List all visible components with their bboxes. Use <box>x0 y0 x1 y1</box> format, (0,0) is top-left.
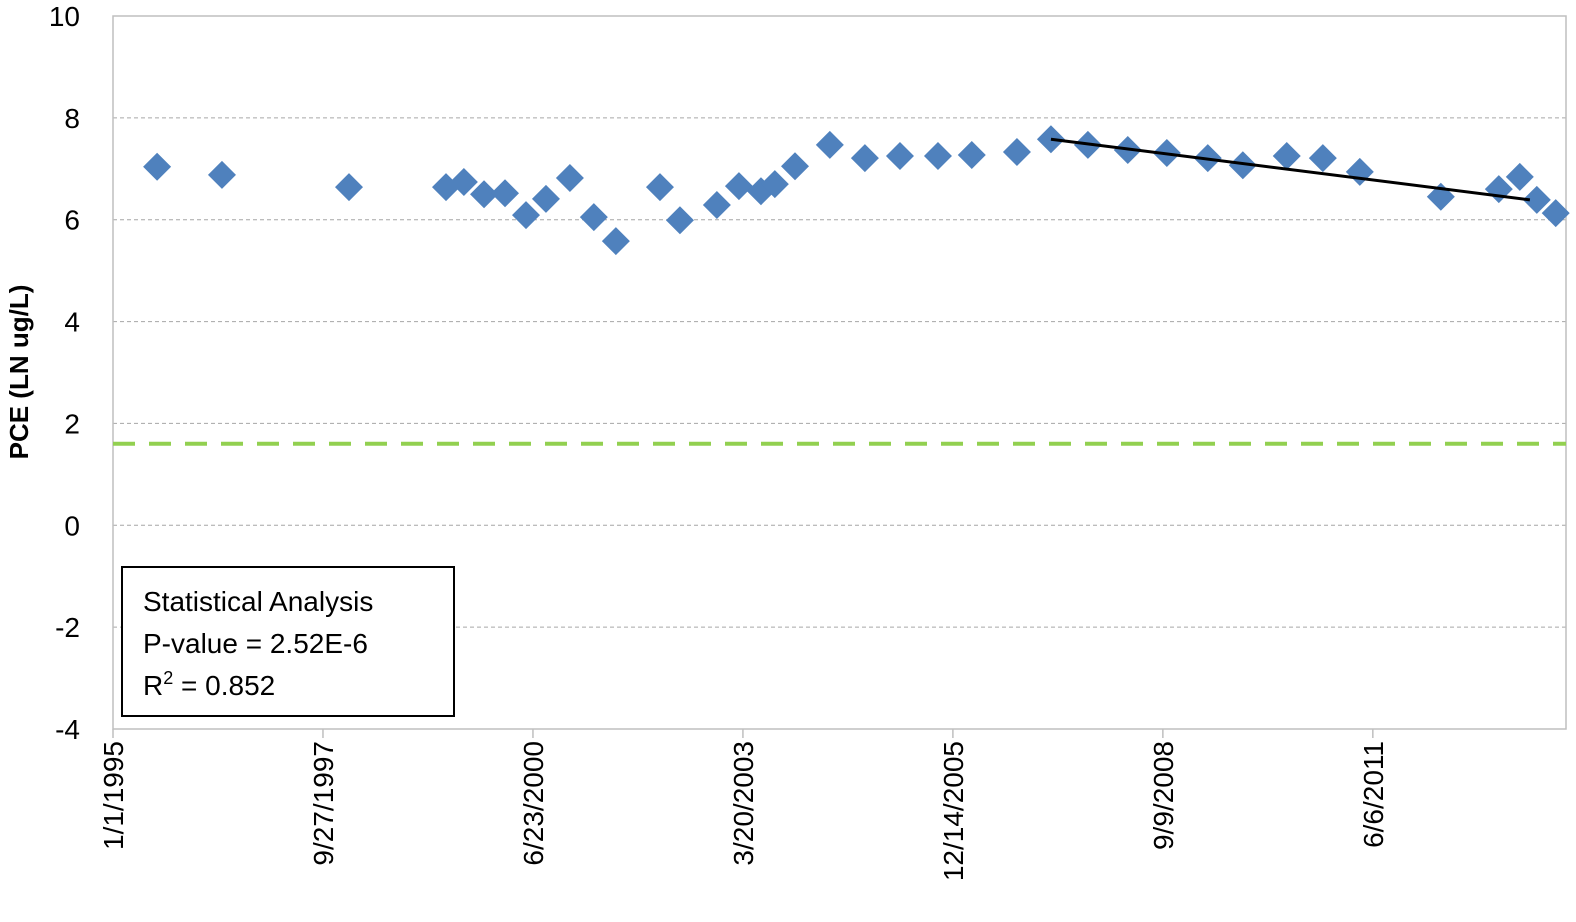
data-point <box>780 152 809 181</box>
y-tick-label: -2 <box>55 612 80 643</box>
data-point <box>601 227 630 256</box>
r2-sup: 2 <box>163 668 173 688</box>
annotation-box <box>121 566 455 717</box>
data-point <box>491 179 520 208</box>
x-tick-label: 9/27/1997 <box>308 741 339 866</box>
data-point <box>850 144 879 173</box>
data-point <box>531 184 560 213</box>
y-tick-label: 2 <box>64 408 80 439</box>
y-tick-label: 8 <box>64 103 80 134</box>
data-point <box>1002 137 1031 166</box>
trend-line <box>1050 137 1531 202</box>
x-tick-label: 6/6/2011 <box>1358 741 1389 848</box>
r2-prefix: R <box>143 670 163 701</box>
data-point <box>1541 199 1570 228</box>
data-point <box>449 168 478 197</box>
data-point <box>1505 162 1534 191</box>
plot-frame <box>112 15 1567 730</box>
data-point <box>1345 157 1374 186</box>
y-tick-label: 0 <box>64 510 80 541</box>
y-tick-label: 4 <box>64 307 80 338</box>
data-point <box>1308 144 1337 173</box>
x-tick-label: 9/9/2008 <box>1148 741 1179 850</box>
data-point <box>1228 151 1257 180</box>
data-point <box>1522 185 1551 214</box>
data-point <box>815 130 844 159</box>
data-point <box>335 173 364 202</box>
annotation-text: P-value = 2.52E-6 <box>143 628 368 659</box>
r2-suffix: = 0.852 <box>173 670 275 701</box>
x-tick-label: 12/14/2005 <box>938 741 969 881</box>
x-tick-label: 3/20/2003 <box>728 741 759 866</box>
y-tick-label: 6 <box>64 205 80 236</box>
data-point <box>724 172 753 201</box>
y-tick-label: -4 <box>55 714 80 745</box>
x-tick-label: 1/1/1995 <box>98 741 129 850</box>
annotation-text: Statistical Analysis <box>143 586 373 617</box>
data-point <box>470 180 499 209</box>
data-point <box>645 173 674 202</box>
data-point <box>957 141 986 170</box>
data-point <box>579 203 608 232</box>
data-point <box>143 152 172 181</box>
y-tick-label: 10 <box>49 1 80 32</box>
data-point <box>207 160 236 189</box>
data-point <box>665 206 694 235</box>
data-point <box>885 142 914 171</box>
data-point <box>760 170 789 199</box>
data-point <box>555 163 584 192</box>
data-point <box>512 201 541 230</box>
data-point <box>923 142 952 171</box>
annotation-r2: R2 = 0.852 <box>143 668 275 701</box>
x-tick-label: 6/23/2000 <box>518 741 549 866</box>
y-axis-label: PCE (LN ug/L) <box>4 285 34 460</box>
data-point <box>1272 142 1301 171</box>
data-point <box>702 190 731 219</box>
